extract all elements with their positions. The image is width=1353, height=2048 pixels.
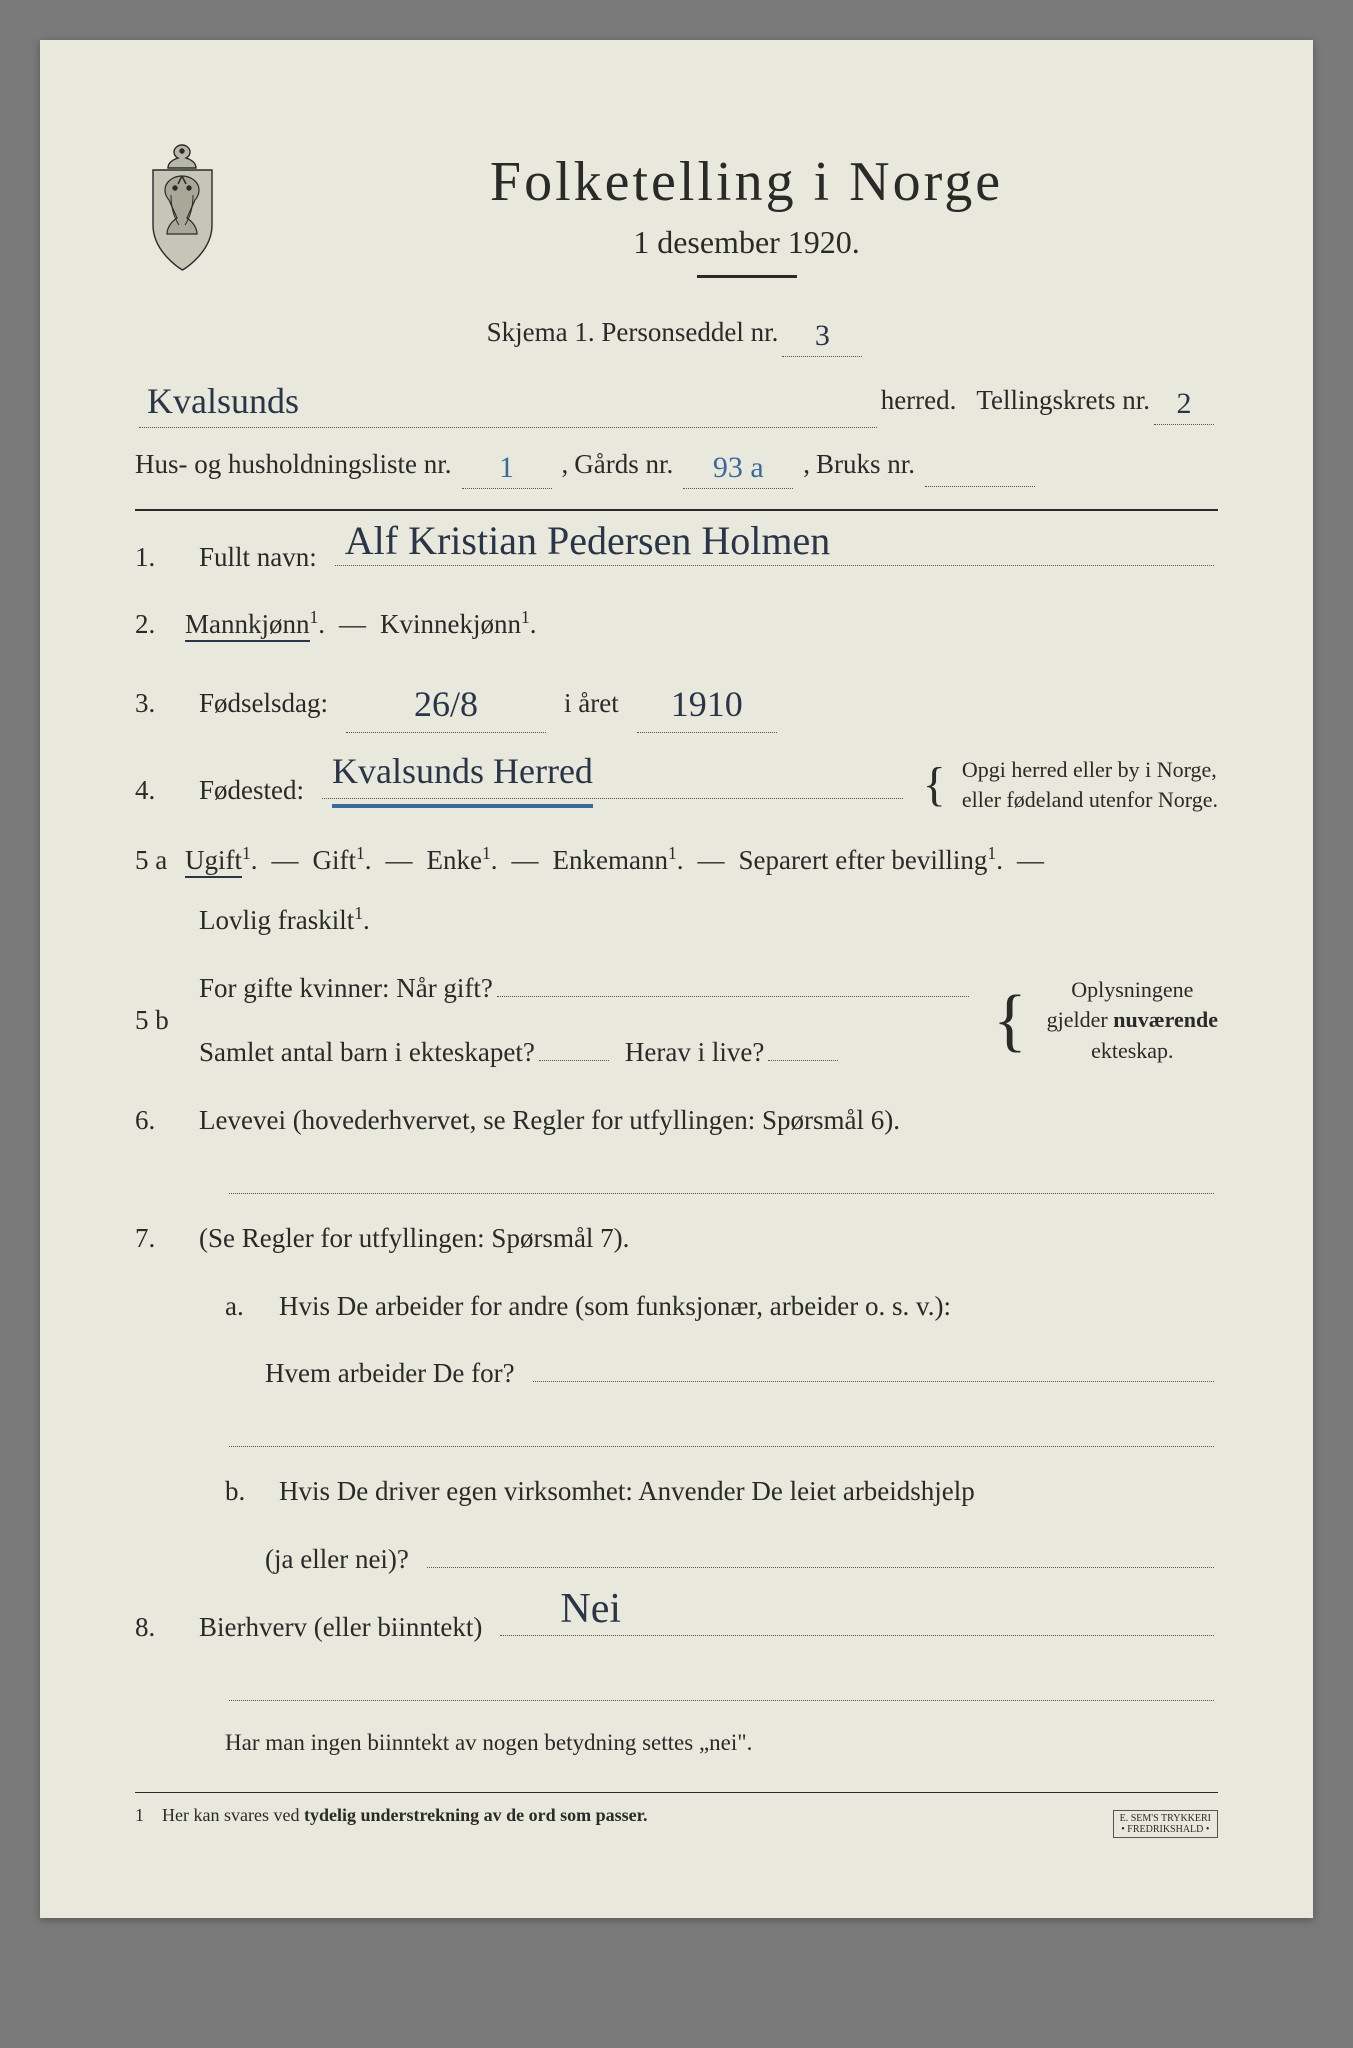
title-rule (697, 275, 797, 278)
footnote-marker: 1 (135, 1805, 144, 1825)
q4-note-l2: eller fødeland utenfor Norge. (962, 785, 1218, 816)
q3-mid: i året (564, 681, 619, 727)
printer-l1: E. SEM'S TRYKKERI (1120, 1813, 1211, 1824)
q5a-ugift: Ugift1. (185, 838, 258, 884)
q7a-num: a. (225, 1284, 265, 1330)
q4: 4. Fødested: Kvalsunds Herred { Opgi her… (135, 755, 1218, 817)
q2-mann: Mannkjønn1. (185, 602, 325, 648)
q5a-line2: Lovlig fraskilt1. (135, 898, 1218, 944)
q7a-line (135, 1419, 1218, 1447)
q3: 3. Fødselsdag: 26/8 i året 1910 (135, 670, 1218, 732)
q6-label: Levevei (hovederhvervet, se Regler for u… (199, 1098, 900, 1144)
q7-intro: (Se Regler for utfyllingen: Spørsmål 7). (199, 1216, 629, 1262)
q6-line (135, 1166, 1218, 1194)
q7b-text2: (ja eller nei)? (265, 1537, 409, 1583)
q3-year: 1910 (671, 674, 743, 735)
skjema-nr: 3 (815, 312, 830, 360)
q5a-enke: Enke1. (427, 838, 498, 884)
husliste-nr: 1 (499, 444, 514, 492)
q6: 6. Levevei (hovederhvervet, se Regler fo… (135, 1098, 1218, 1144)
footnote-body: Her kan svares ved (162, 1805, 304, 1825)
q7b: b. Hvis De driver egen virksomhet: Anven… (135, 1469, 1218, 1515)
bruks-label: Bruks nr. (816, 443, 915, 486)
q5b-note-l3: ekteskap. (1047, 1036, 1218, 1067)
q5a-fraskilt: Lovlig fraskilt1. (199, 898, 370, 944)
q8-note-row: Har man ingen biinntekt av nogen betydni… (135, 1723, 1218, 1762)
q4-value: Kvalsunds Herred (332, 741, 593, 808)
q5b-num: 5 b (135, 998, 185, 1044)
q3-label: Fødselsdag: (199, 681, 328, 727)
q5b-l2a: Samlet antal barn i ekteskapet? (199, 1030, 535, 1076)
q8-note: Har man ingen biinntekt av nogen betydni… (225, 1723, 752, 1762)
q8-num: 8. (135, 1605, 185, 1651)
subtitle: 1 desember 1920. (275, 224, 1218, 261)
q8-line (135, 1673, 1218, 1701)
ids-row: Hus- og husholdningsliste nr. 1 , Gårds … (135, 440, 1218, 489)
q7a-text: Hvis De arbeider for andre (som funksjon… (279, 1284, 951, 1330)
printer-l2: • FREDRIKSHALD • (1120, 1824, 1211, 1835)
brace-icon-2: { (987, 986, 1033, 1056)
skjema-row: Skjema 1. Personseddel nr. 3 (135, 308, 1218, 357)
q7: 7. (Se Regler for utfyllingen: Spørsmål … (135, 1216, 1218, 1262)
footnote-bold: tydelig understrekning av de ord som pas… (304, 1805, 648, 1825)
q5a-enkemann: Enkemann1. (553, 838, 684, 884)
q1: 1. Fullt navn: Alf Kristian Pedersen Hol… (135, 535, 1218, 581)
herred-label: herred. (881, 379, 957, 422)
q4-note-l1: Opgi herred eller by i Norge, (962, 755, 1218, 786)
q2: 2. Mannkjønn1. — Kvinnekjønn1. (135, 602, 1218, 648)
gards-label: Gårds nr. (574, 443, 673, 486)
skjema-label: Skjema 1. Personseddel nr. (487, 311, 779, 354)
q5b-note: Oplysningene gjelder nuværende ekteskap. (1047, 975, 1218, 1067)
q7b-2: (ja eller nei)? (135, 1537, 1218, 1583)
main-title: Folketelling i Norge (275, 150, 1218, 214)
q4-num: 4. (135, 768, 185, 814)
tellingskrets-label: Tellingskrets nr. (976, 379, 1150, 422)
q7-num: 7. (135, 1216, 185, 1262)
printer-mark: E. SEM'S TRYKKERI • FREDRIKSHALD • (1113, 1810, 1218, 1838)
q5b-l2b: Herav i live? (625, 1030, 764, 1076)
q2-num: 2. (135, 602, 185, 648)
gards-nr: 93 a (713, 444, 764, 492)
q4-note: Opgi herred eller by i Norge, eller føde… (962, 755, 1218, 817)
q3-num: 3. (135, 681, 185, 727)
q2-kvinne: Kvinnekjønn1. (380, 602, 537, 648)
q1-num: 1. (135, 535, 185, 581)
q7b-text: Hvis De driver egen virksomhet: Anvender… (279, 1469, 975, 1515)
q5b: 5 b For gifte kvinner: Når gift? Samlet … (135, 966, 1218, 1076)
q5a-separert: Separert efter bevilling1. (739, 838, 1003, 884)
q1-label: Fullt navn: (199, 535, 317, 581)
q7a: a. Hvis De arbeider for andre (som funks… (135, 1284, 1218, 1330)
herred-value: Kvalsunds (147, 373, 299, 431)
q5a: 5 a Ugift1. — Gift1. — Enke1. — Enkemann… (135, 838, 1218, 884)
q4-label: Fødested: (199, 768, 304, 814)
q5a-num: 5 a (135, 838, 185, 884)
q3-day: 26/8 (414, 674, 478, 735)
q5b-l1: For gifte kvinner: Når gift? (199, 966, 493, 1012)
husliste-label: Hus- og husholdningsliste nr. (135, 443, 452, 486)
footnote-text: 1 Her kan svares ved tydelig understrekn… (135, 1805, 648, 1826)
q1-value: Alf Kristian Pedersen Holmen (345, 507, 830, 575)
census-form-page: Folketelling i Norge 1 desember 1920. Sk… (40, 40, 1313, 1918)
title-block: Folketelling i Norge 1 desember 1920. (275, 140, 1218, 278)
q7a-2: Hvem arbeider De for? (135, 1351, 1218, 1397)
q7b-num: b. (225, 1469, 265, 1515)
brace-icon: { (917, 761, 952, 809)
q5b-note-l1: Oplysningene (1047, 975, 1218, 1006)
q6-num: 6. (135, 1098, 185, 1144)
coat-of-arms (135, 140, 230, 275)
q5b-note-l2: gjelder nuværende (1047, 1005, 1218, 1036)
herred-row: Kvalsunds herred. Tellingskrets nr. 2 (135, 369, 1218, 428)
q7a-text2: Hvem arbeider De for? (265, 1351, 515, 1397)
header: Folketelling i Norge 1 desember 1920. (135, 140, 1218, 278)
q8: 8. Bierhverv (eller biinntekt) Nei (135, 1605, 1218, 1651)
q8-label: Bierhverv (eller biinntekt) (199, 1605, 482, 1651)
q5a-gift: Gift1. (313, 838, 372, 884)
footnote: 1 Her kan svares ved tydelig understrekn… (135, 1792, 1218, 1838)
q8-value: Nei (560, 1574, 621, 1645)
tellingskrets-nr: 2 (1177, 380, 1192, 428)
